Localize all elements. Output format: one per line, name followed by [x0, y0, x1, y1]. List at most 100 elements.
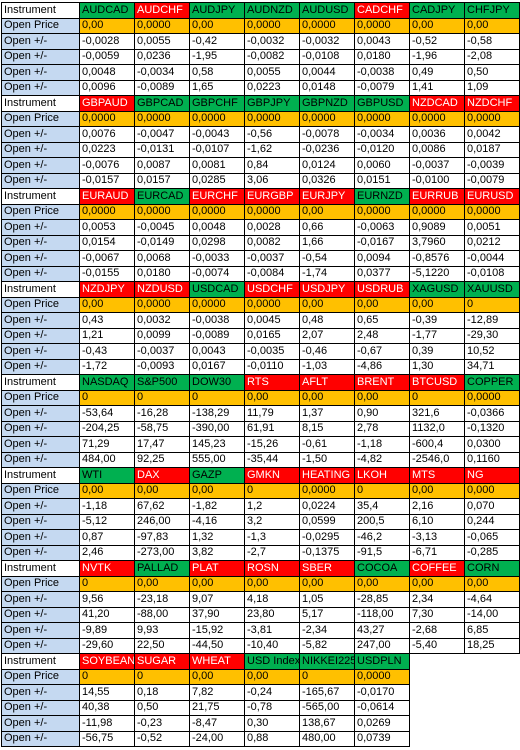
open-price: 0,0000: [134, 203, 190, 220]
change-value: 0,84: [244, 157, 300, 174]
change-value: -0,0039: [464, 157, 520, 174]
change-value: -0,0028: [79, 33, 135, 50]
open-price-row: Open Price 0,0000 0,0000 0,0000 0,0000 0,00 0,…: [1, 203, 520, 220]
change-value: -273,00: [134, 544, 190, 561]
change-value: -0,0078: [299, 126, 355, 143]
open-price: 0,00: [244, 668, 300, 685]
change-row: Open +/- -1,18 67,62 -1,82 1,2 0,0224 35,4 2,16…: [1, 498, 520, 515]
change-value: 200,5: [354, 513, 410, 530]
change-value: -4,16: [189, 513, 245, 530]
row-label: Open +/-: [1, 64, 80, 81]
change-value: -0,0120: [354, 141, 410, 158]
open-price: 0,00: [299, 389, 355, 406]
change-value: -5,1220: [409, 265, 465, 282]
change-value: -88,00: [134, 606, 190, 623]
change-value: 0,0377: [354, 265, 410, 282]
change-value: -0,0093: [134, 358, 190, 375]
change-value: 145,23: [189, 436, 245, 453]
open-price: 0,0000: [189, 296, 245, 313]
change-value: 0,0060: [354, 157, 410, 174]
instrument-name: CADCHF: [354, 2, 410, 19]
change-value: -0,0035: [244, 343, 300, 360]
change-value: -0,065: [464, 529, 520, 546]
header-row: Instrument NASDAQ S&P500 DOW30 RTS AFLT BRENT B…: [1, 374, 520, 391]
change-value: 1,65: [189, 79, 245, 96]
change-value: 1,2: [244, 498, 300, 515]
change-value: -3,81: [244, 622, 300, 639]
change-value: 0,0326: [299, 172, 355, 189]
change-value: 61,91: [244, 420, 300, 437]
change-value: 0,0053: [79, 219, 135, 236]
instrument-name: GBPCAD: [134, 95, 190, 112]
instrument-name: CORN: [464, 560, 520, 577]
row-label: Open Price: [1, 296, 80, 313]
change-value: -5,40: [409, 637, 465, 654]
change-value: -1,18: [354, 436, 410, 453]
change-value: 6,85: [464, 622, 520, 639]
change-value: 22,50: [134, 637, 190, 654]
change-value: 2,78: [354, 420, 410, 437]
change-row: Open +/- -53,64 -16,28 -138,29 11,79 1,37 0,90…: [1, 405, 520, 422]
open-price: 0,0000: [464, 203, 520, 220]
change-value: 2,46: [79, 544, 135, 561]
change-value: -1,77: [409, 327, 465, 344]
change-value: 321,6: [409, 405, 465, 422]
open-price: 0,00: [409, 17, 465, 34]
change-value: 0,070: [464, 498, 520, 515]
instrument-name: EURUSD: [464, 188, 520, 205]
change-value: 43,27: [354, 622, 410, 639]
row-label: Open Price: [1, 575, 80, 592]
change-value: 0,0042: [464, 126, 520, 143]
change-value: -0,58: [464, 33, 520, 50]
instrument-name: NIKKEI225: [299, 653, 355, 670]
open-price: 0,0000: [464, 389, 520, 406]
open-price: 0,0000: [299, 17, 355, 34]
row-label: Open +/-: [1, 327, 80, 344]
change-value: -5,82: [299, 637, 355, 654]
open-price: 0,00: [244, 389, 300, 406]
change-value: -0,0033: [189, 250, 245, 267]
row-label: Open +/-: [1, 637, 80, 654]
open-price: 0,00: [134, 575, 190, 592]
instrument-name: NASDAQ: [79, 374, 135, 391]
open-price: 0,00: [79, 296, 135, 313]
instrument-name: GMKN: [244, 467, 300, 484]
change-value: -0,0108: [299, 48, 355, 65]
instrument-name: AUDCAD: [79, 2, 135, 19]
empty-cell: [409, 715, 465, 731]
row-label: Open +/-: [1, 544, 80, 561]
change-value: 0,0124: [299, 157, 355, 174]
row-label: Instrument: [1, 95, 80, 112]
change-value: 0,58: [189, 64, 245, 81]
change-value: -2,08: [464, 48, 520, 65]
change-row: Open +/- 0,0053 -0,0045 0,0048 0,0028 0,66 -0,…: [1, 219, 520, 236]
instrument-name: GBPCHF: [189, 95, 245, 112]
change-value: 11,79: [244, 405, 300, 422]
change-value: -3,13: [409, 529, 465, 546]
change-row: Open +/- 0,87 -97,83 1,32 -1,3 -0,0295 -46,2 -3…: [1, 529, 520, 546]
open-price: 0,0000: [409, 110, 465, 127]
open-price: 0: [299, 668, 355, 685]
instrument-name: CHFJPY: [464, 2, 520, 19]
change-value: 3,7960: [409, 234, 465, 251]
change-value: -0,0167: [354, 234, 410, 251]
open-price: 0,00: [189, 668, 245, 685]
row-label: Open +/-: [1, 730, 80, 747]
change-value: 1,41: [409, 79, 465, 96]
open-price: 0,0000: [134, 110, 190, 127]
change-value: 0,87: [79, 529, 135, 546]
change-value: 0,30: [244, 715, 300, 732]
change-value: 0,0086: [409, 141, 465, 158]
change-value: 2,07: [299, 327, 355, 344]
row-label: Open +/-: [1, 219, 80, 236]
change-value: -0,0059: [79, 48, 135, 65]
change-value: 8,15: [299, 420, 355, 437]
header-row: Instrument EURAUD EURCAD EURCHF EURGBP EURJPY…: [1, 188, 520, 205]
change-value: -0,8576: [409, 250, 465, 267]
change-value: -1,82: [189, 498, 245, 515]
open-price: 0,0000: [189, 203, 245, 220]
change-value: 0,0599: [299, 513, 355, 530]
change-value: -15,26: [244, 436, 300, 453]
open-price-row: Open Price 0 0 0,00 0,00 0 0,0000: [1, 668, 520, 685]
row-label: Instrument: [1, 2, 80, 19]
